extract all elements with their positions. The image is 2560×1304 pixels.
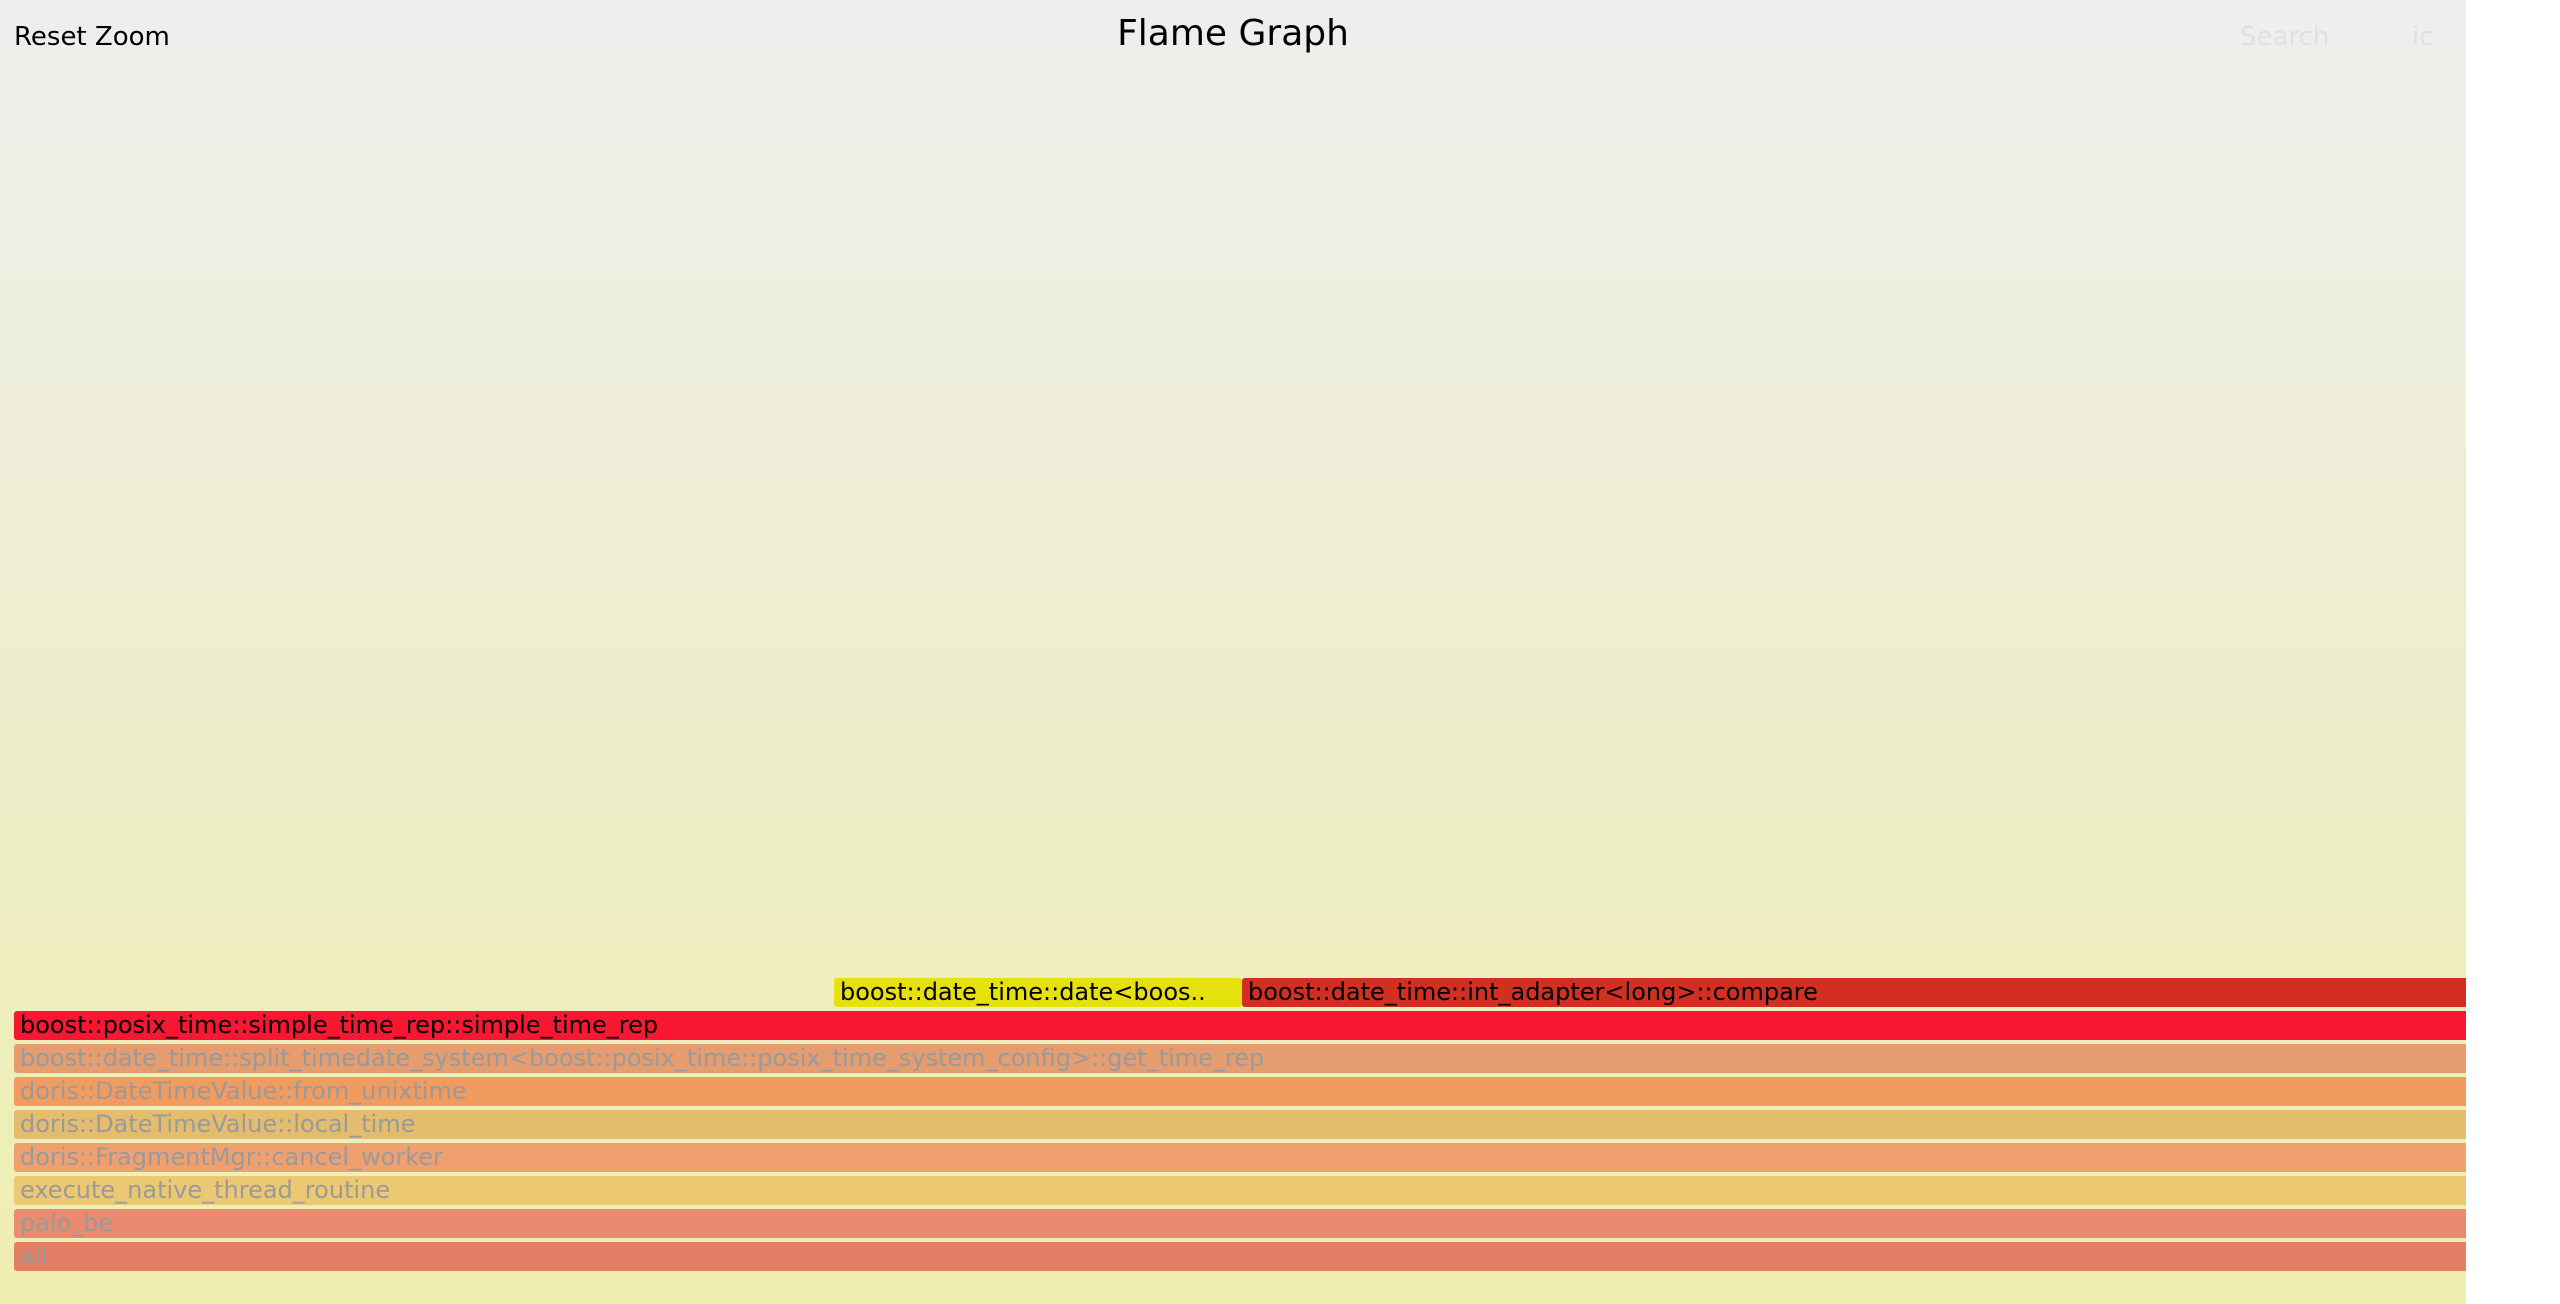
reset-zoom-button[interactable]: Reset Zoom — [14, 22, 170, 52]
ignore-case-toggle[interactable]: ic — [2412, 22, 2434, 52]
frame-simple-time-rep[interactable]: boost::posix_time::simple_time_rep::simp… — [14, 1011, 2466, 1040]
page-title: Flame Graph — [1117, 13, 1349, 54]
frame-all[interactable]: all — [14, 1242, 2466, 1271]
frame-palo-be[interactable]: palo_be — [14, 1209, 2466, 1238]
frame-stack: boost::date_time::date<boos.. boost::dat… — [14, 978, 2466, 1271]
frame-cancel-worker[interactable]: doris::FragmentMgr::cancel_worker — [14, 1143, 2466, 1172]
frame-int-adapter-compare[interactable]: boost::date_time::int_adapter<long>::com… — [1242, 978, 2466, 1007]
frame-from-unixtime[interactable]: doris::DateTimeValue::from_unixtime — [14, 1077, 2466, 1106]
frame-date-boost[interactable]: boost::date_time::date<boos.. — [834, 978, 1242, 1007]
frame-execute-native-thread-routine[interactable]: execute_native_thread_routine — [14, 1176, 2466, 1205]
frame-get-time-rep[interactable]: boost::date_time::split_timedate_system<… — [14, 1044, 2466, 1073]
frame-local-time[interactable]: doris::DateTimeValue::local_time — [14, 1110, 2466, 1139]
search-button[interactable]: Search — [2240, 22, 2330, 52]
flame-graph-canvas: Reset Zoom Flame Graph Search ic boost::… — [0, 0, 2466, 1304]
